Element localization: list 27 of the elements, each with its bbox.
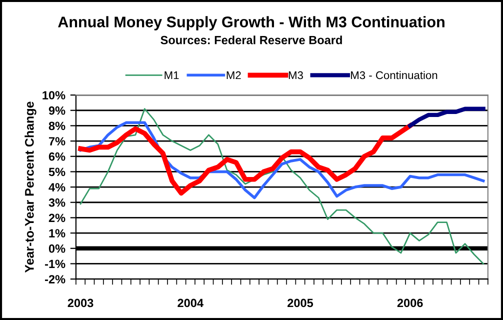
y-tick-label: 1% [49, 229, 66, 238]
x-tick-label: 2003 [68, 298, 94, 308]
legend-label: M3 - Continuation [351, 71, 438, 80]
y-tick-label: 2% [48, 214, 66, 222]
y-tick-label: -2% [45, 275, 66, 284]
y-tick-label: 7% [48, 137, 66, 146]
chart-subtitle: Sources: Federal Reserve Board [160, 36, 342, 44]
y-tick-label: -1% [45, 260, 66, 268]
y-tick-label: 5% [48, 168, 66, 176]
line-series [78, 123, 413, 196]
x-tick-label: 2004 [178, 298, 204, 308]
y-tick-label: 0% [48, 244, 66, 253]
y-tick-label: 4% [48, 183, 66, 192]
y-tick-label: 6% [48, 152, 66, 161]
y-tick-label: 10% [42, 91, 66, 100]
x-tick-label: 2005 [288, 298, 314, 308]
legend-label: M2 [226, 71, 241, 80]
legend-label: M1 [164, 71, 179, 80]
x-tick-label: 2006 [397, 298, 423, 308]
chart-title: Annual Money Supply Growth - With M3 Continuation [58, 16, 444, 30]
y-axis-title: Year-to-Year Percent Change [24, 102, 36, 273]
legend-label: M3 [288, 71, 303, 80]
line-series [408, 106, 486, 128]
y-tick-label: 3% [48, 198, 66, 207]
y-tick-label: 8% [48, 122, 66, 130]
line-series [80, 108, 484, 264]
y-tick-label: 9% [48, 106, 66, 115]
